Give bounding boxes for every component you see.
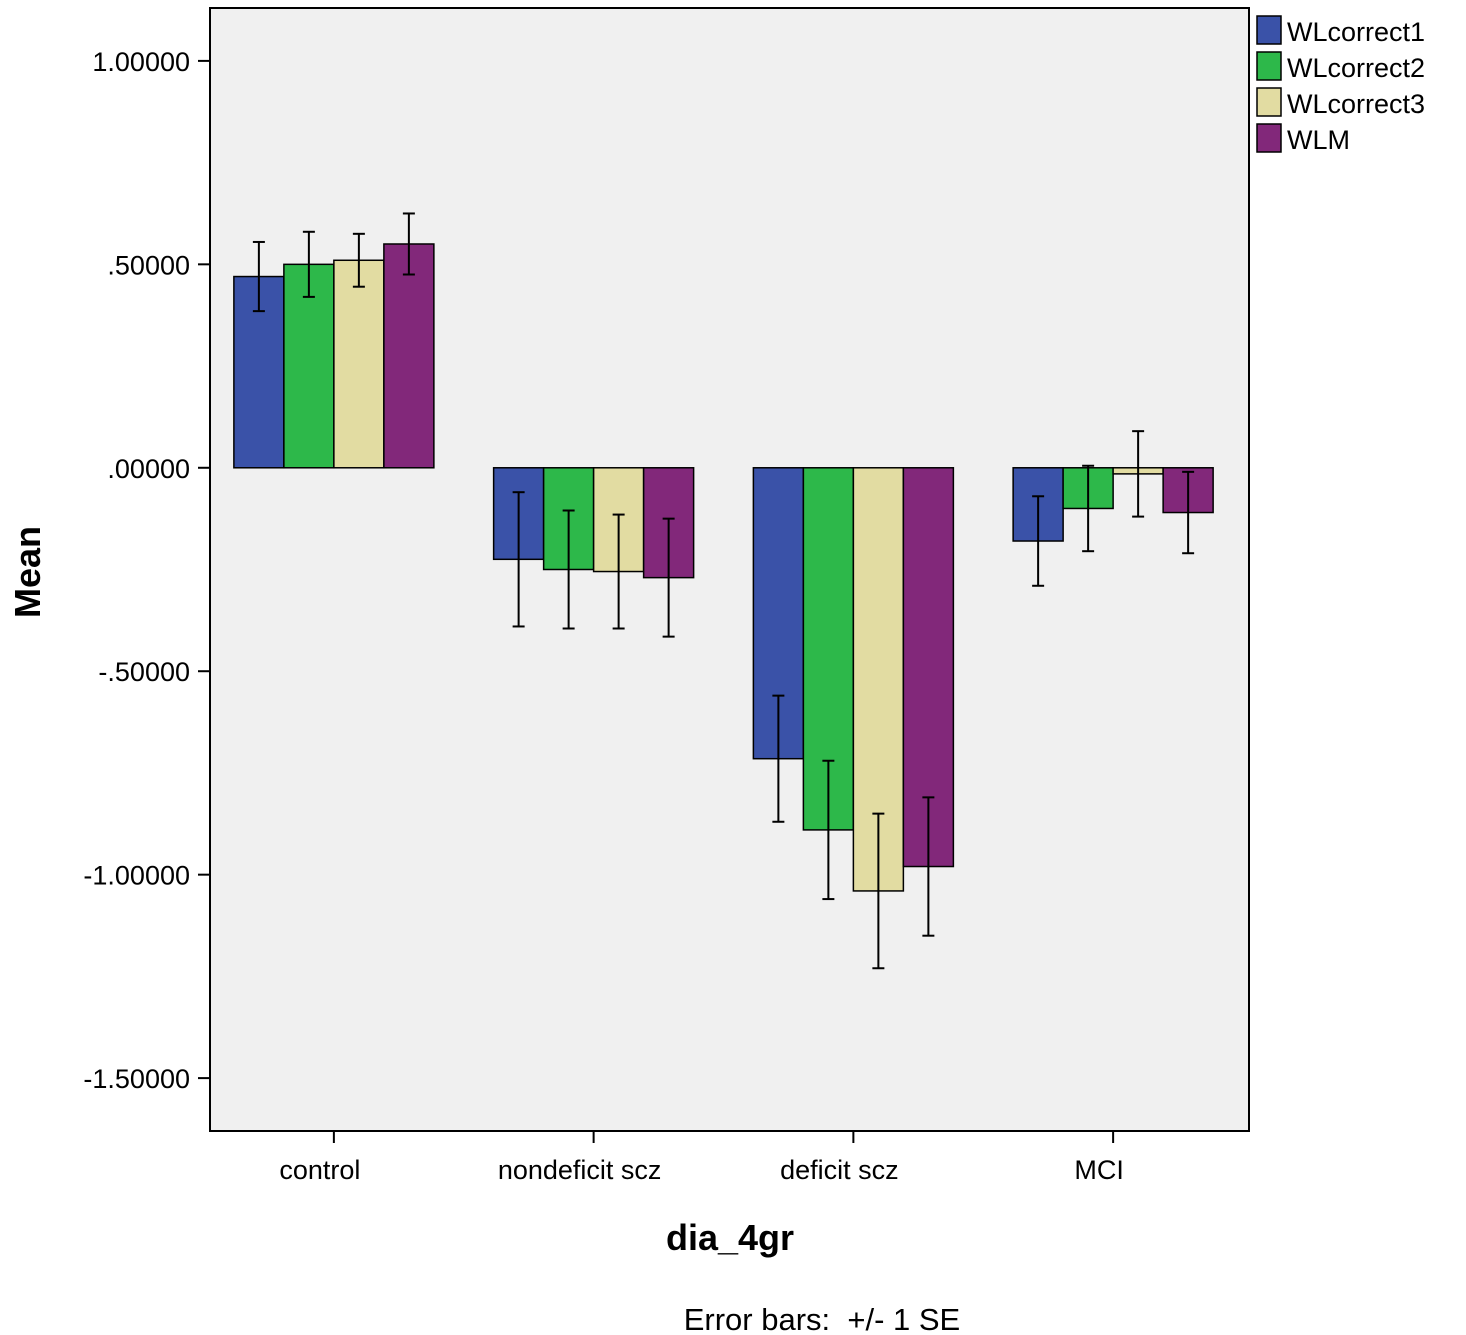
legend-swatch [1256,87,1282,117]
error-bars-layer [252,212,1195,970]
x-tick-label: nondeficit scz [498,1155,662,1185]
legend-label: WLM [1287,125,1350,155]
y-tick-label: .50000 [107,250,190,280]
x-tick-label: deficit scz [780,1155,899,1185]
bar [383,243,435,469]
y-tick-label: -1.50000 [83,1064,190,1094]
legend-label: WLcorrect3 [1287,89,1425,119]
x-tick-label: MCI [1074,1155,1124,1185]
legend-swatch [1256,123,1282,153]
x-axis: control nondeficit scz deficit scz MCI [279,1131,1124,1185]
x-tick-label: control [279,1155,360,1185]
legend-label: WLcorrect2 [1287,53,1425,83]
plot-area [209,7,1250,1132]
y-axis-title: Mean [7,526,48,618]
y-tick-label: .00000 [107,454,190,484]
x-axis-title: dia_4gr [666,1217,794,1258]
y-tick-label: -.50000 [98,657,190,687]
legend-label: WLcorrect1 [1287,17,1425,47]
bar [333,259,385,469]
y-tick-label: 1.00000 [92,47,190,77]
y-tick-label: -1.00000 [83,861,190,891]
y-axis: 1.00000 .50000 .00000 -.50000 -1.00000 -1.500… [83,47,210,1094]
legend-swatch [1256,15,1282,45]
legend-swatch [1256,51,1282,81]
bar [283,263,335,469]
error-bars-note: Error bars: +/- 1 SE [684,1302,961,1335]
legend: WLcorrect1 WLcorrect2 WLcorrect3 WLM [1256,15,1425,155]
